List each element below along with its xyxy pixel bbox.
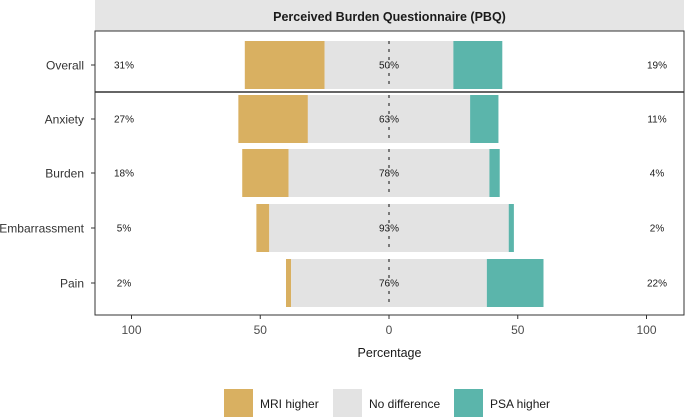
value-label-psa-burden: 4%: [650, 169, 665, 180]
x-axis: 100 50 0 50 100: [121, 315, 657, 337]
value-label-none-burden: 78%: [379, 169, 399, 180]
bar-mri-higher-pain: [286, 259, 292, 307]
x-tick-label-2: 0: [386, 323, 393, 337]
bar-psa-higher-anxiety: [470, 95, 499, 143]
bar-mri-higher-burden: [242, 149, 289, 197]
legend-label-no-difference: No difference: [369, 397, 440, 411]
x-tick-label-3: 50: [511, 323, 525, 337]
value-label-mri-overall: 31%: [114, 61, 134, 72]
value-label-none-embarrassment: 93%: [379, 224, 399, 235]
row-label-embarrassment: Embarrassment: [0, 222, 85, 236]
x-tick-label-0: 100: [121, 323, 141, 337]
value-label-mri-embarrassment: 5%: [117, 224, 132, 235]
value-label-none-anxiety: 63%: [379, 115, 399, 126]
legend-swatch-psa-higher: [454, 389, 483, 417]
chart-title: Perceived Burden Questionnaire (PBQ): [273, 10, 506, 24]
row-label-anxiety: Anxiety: [45, 113, 84, 127]
x-tick-label-1: 50: [254, 323, 268, 337]
bar-psa-higher-overall: [453, 41, 503, 89]
value-label-psa-embarrassment: 2%: [650, 224, 665, 235]
value-label-mri-pain: 2%: [117, 279, 132, 290]
value-label-psa-pain: 22%: [647, 279, 667, 290]
value-label-mri-burden: 18%: [114, 169, 134, 180]
row-label-burden: Burden: [45, 167, 84, 181]
value-label-none-overall: 50%: [379, 61, 399, 72]
legend-swatch-mri-higher: [224, 389, 253, 417]
row-label-overall: Overall: [46, 59, 84, 73]
value-labels-layer: 31% 50% 19% 27% 63% 11% 18% 78% 4% 5% 93% 2% 2% 76% 22…: [114, 61, 667, 290]
x-axis-label: Percentage: [358, 346, 422, 360]
title-strip: [95, 0, 684, 31]
legend-swatch-no-difference: [333, 389, 362, 417]
x-tick-label-4: 100: [636, 323, 656, 337]
bar-psa-higher-embarrassment: [508, 204, 514, 252]
legend-label-mri-higher: MRI higher: [260, 397, 319, 411]
value-label-mri-anxiety: 27%: [114, 115, 134, 126]
bar-mri-higher-embarrassment: [256, 204, 270, 252]
value-label-psa-anxiety: 11%: [647, 115, 666, 126]
legend-label-psa-higher: PSA higher: [490, 397, 550, 411]
bar-mri-higher-overall: [244, 41, 325, 89]
value-label-none-pain: 76%: [379, 279, 399, 290]
bar-mri-higher-anxiety: [238, 95, 308, 143]
bar-psa-higher-pain: [486, 259, 544, 307]
value-label-psa-overall: 19%: [647, 61, 667, 72]
row-label-pain: Pain: [60, 277, 84, 291]
legend: MRI higher No difference PSA higher: [224, 389, 550, 417]
bar-psa-higher-burden: [489, 149, 500, 197]
row-labels-layer: Overall Anxiety Burden Embarrassment Pain: [0, 59, 95, 291]
